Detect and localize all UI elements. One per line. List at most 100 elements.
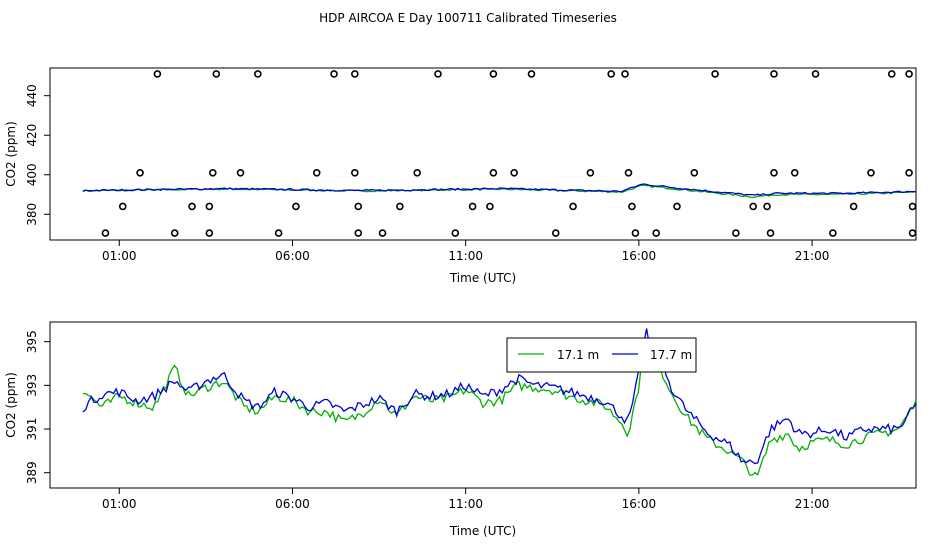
calibration-marker bbox=[188, 202, 196, 211]
y-axis-top: 380 400 420 440 bbox=[25, 84, 50, 226]
y-tick-label: 393 bbox=[25, 374, 39, 397]
calibration-marker bbox=[766, 229, 775, 237]
calibration-marker bbox=[908, 202, 917, 211]
calibration-marker bbox=[621, 70, 629, 78]
legend: 17.1 m 17.7 m bbox=[506, 337, 697, 373]
calibration-marker bbox=[867, 168, 875, 177]
x-tick-label: 21:00 bbox=[795, 497, 830, 511]
y-axis-label-bottom: CO2 (ppm) bbox=[4, 372, 18, 438]
calibration-marker bbox=[711, 70, 719, 78]
series-line-17-7-m bbox=[82, 328, 917, 465]
calibration-marker bbox=[770, 168, 778, 177]
calibration-marker bbox=[312, 168, 321, 177]
calibration-marker bbox=[905, 168, 913, 177]
calibration-marker bbox=[292, 202, 300, 211]
calibration-marker bbox=[887, 70, 896, 78]
x-tick-label: 16:00 bbox=[622, 249, 657, 263]
x-tick-label: 11:00 bbox=[448, 497, 483, 511]
panel-top: 01:00 06:00 11:00 16:00 21:00 380 400 420 440 T… bbox=[4, 67, 917, 285]
calibration-marker bbox=[607, 70, 615, 78]
calibration-marker bbox=[732, 229, 740, 237]
y-axis-bottom: 389 391 393 395 bbox=[25, 330, 50, 484]
calibration-marker bbox=[274, 229, 283, 237]
calibration-marker bbox=[254, 70, 262, 78]
calibration-marker bbox=[489, 70, 498, 78]
x-axis-label-bottom: Time (UTC) bbox=[449, 524, 516, 538]
calibration-marker bbox=[908, 229, 917, 237]
calibration-marker bbox=[586, 168, 595, 177]
calibration-marker bbox=[527, 70, 536, 78]
plot-frame-top bbox=[49, 67, 917, 241]
y-tick-label: 395 bbox=[25, 330, 39, 353]
y-tick-label: 389 bbox=[25, 461, 39, 484]
x-tick-label: 01:00 bbox=[102, 249, 137, 263]
panel-bottom: 01:00 06:00 11:00 16:00 21:00 389 391 393 395 T… bbox=[4, 321, 917, 538]
calibration-marker bbox=[118, 202, 127, 211]
y-tick-label: 440 bbox=[25, 84, 39, 107]
series-line-17-1-m bbox=[82, 184, 917, 199]
calibration-marker bbox=[673, 202, 681, 211]
calibration-marker bbox=[170, 229, 179, 237]
x-axis-bottom: 01:00 06:00 11:00 16:00 21:00 bbox=[102, 488, 829, 511]
calibration-marker bbox=[569, 202, 577, 211]
calibration-marker bbox=[849, 202, 858, 211]
legend-label-17-7m: 17.7 m bbox=[650, 348, 692, 362]
series-line-17-1-m bbox=[82, 347, 917, 476]
calibration-marker bbox=[763, 202, 771, 211]
calibration-markers bbox=[101, 70, 917, 237]
calibration-marker bbox=[136, 168, 144, 177]
calibration-marker bbox=[378, 229, 387, 237]
calibration-marker bbox=[905, 70, 913, 78]
calibration-marker bbox=[205, 229, 214, 237]
y-tick-label: 420 bbox=[25, 124, 39, 147]
plot-frame-bottom bbox=[49, 321, 917, 489]
calibration-marker bbox=[451, 229, 460, 237]
y-tick-label: 400 bbox=[25, 163, 39, 186]
calibration-marker bbox=[236, 168, 245, 177]
calibration-marker bbox=[209, 168, 217, 177]
x-tick-label: 06:00 bbox=[275, 249, 310, 263]
calibration-marker bbox=[628, 202, 636, 211]
calibration-marker bbox=[101, 229, 110, 237]
calibration-marker bbox=[829, 229, 837, 237]
x-tick-label: 01:00 bbox=[102, 497, 137, 511]
series-line-17-7-m bbox=[82, 183, 916, 196]
y-tick-label: 391 bbox=[25, 418, 39, 441]
calibration-marker bbox=[652, 229, 661, 237]
x-tick-label: 06:00 bbox=[275, 497, 310, 511]
series-group-top bbox=[82, 183, 917, 199]
calibration-marker bbox=[396, 202, 404, 211]
calibration-marker bbox=[489, 168, 498, 177]
legend-label-17-1m: 17.1 m bbox=[557, 348, 599, 362]
y-axis-label-top: CO2 (ppm) bbox=[4, 121, 18, 187]
calibration-marker bbox=[330, 70, 338, 78]
calibration-marker bbox=[205, 202, 214, 211]
calibration-marker bbox=[434, 70, 442, 78]
calibration-marker bbox=[486, 202, 494, 211]
x-tick-label: 11:00 bbox=[448, 249, 483, 263]
x-tick-label: 21:00 bbox=[795, 249, 830, 263]
figure-title: HDP AIRCOA E Day 100711 Calibrated Times… bbox=[319, 11, 617, 25]
y-tick-label: 380 bbox=[25, 203, 39, 226]
x-axis-top: 01:00 06:00 11:00 16:00 21:00 bbox=[102, 240, 829, 263]
x-axis-label-top: Time (UTC) bbox=[449, 271, 516, 285]
x-tick-label: 16:00 bbox=[622, 497, 657, 511]
calibration-marker bbox=[790, 168, 799, 177]
calibration-marker bbox=[354, 229, 363, 237]
legend-box bbox=[506, 337, 697, 373]
calibration-marker bbox=[624, 168, 633, 177]
calibration-marker bbox=[468, 202, 477, 211]
calibration-marker bbox=[212, 70, 221, 78]
calibration-marker bbox=[351, 70, 359, 78]
calibration-marker bbox=[690, 168, 699, 177]
series-group-bottom bbox=[82, 328, 917, 476]
calibration-marker bbox=[749, 202, 757, 211]
calibration-marker bbox=[811, 70, 820, 78]
calibration-marker bbox=[551, 229, 560, 237]
calibration-marker bbox=[153, 70, 162, 78]
calibration-marker bbox=[413, 168, 421, 177]
calibration-marker bbox=[631, 229, 640, 237]
calibration-marker bbox=[351, 168, 359, 177]
